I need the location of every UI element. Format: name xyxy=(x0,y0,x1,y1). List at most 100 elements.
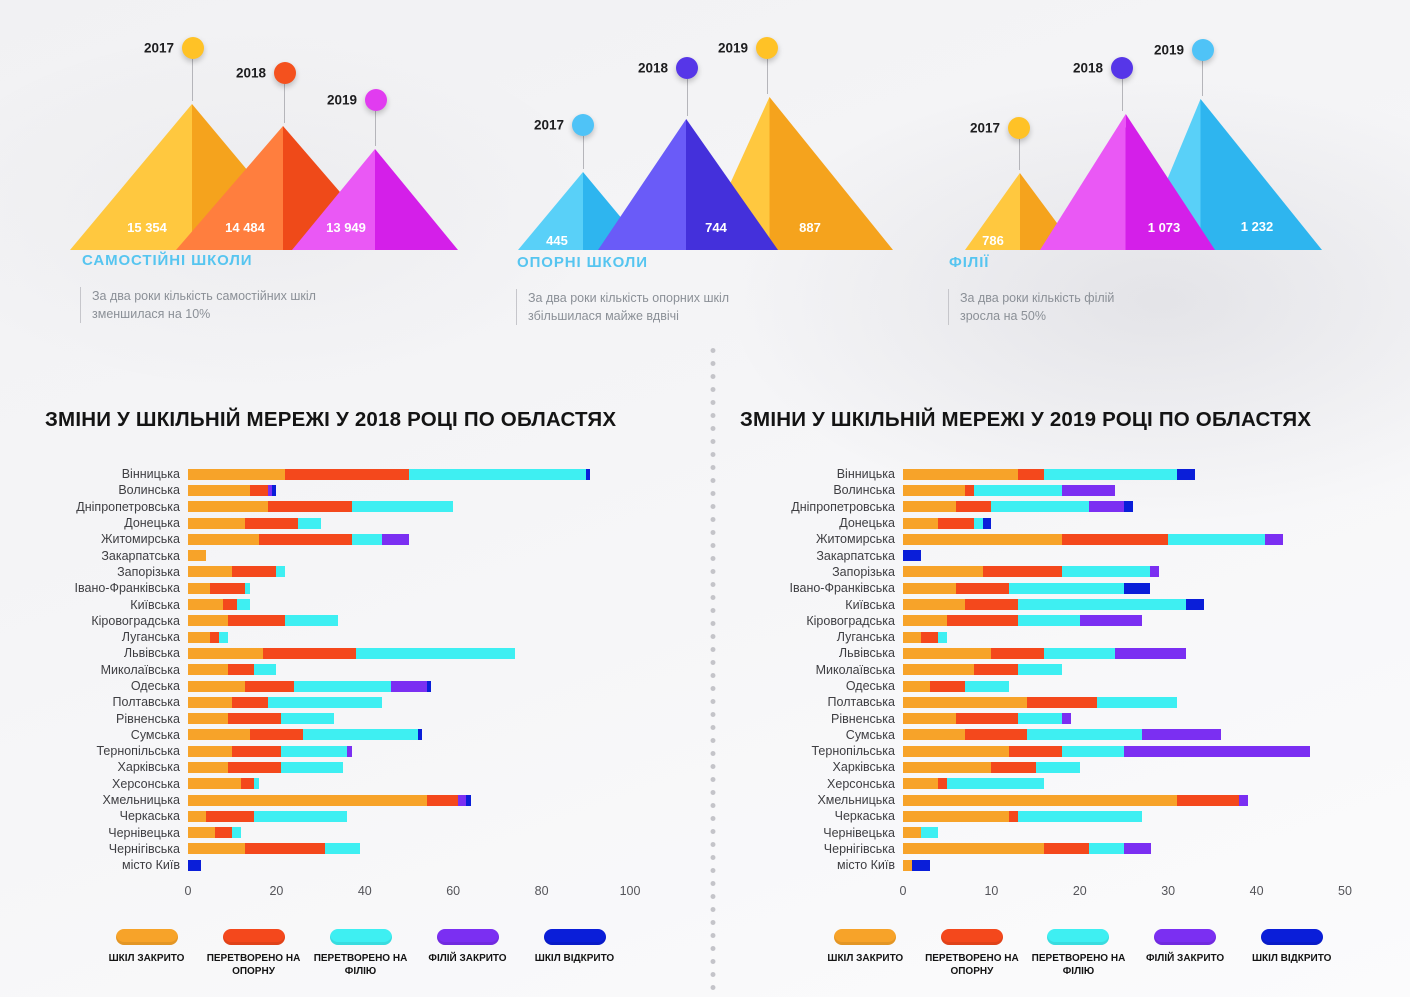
bar-row: Чернігівська xyxy=(45,841,630,857)
bar-track xyxy=(903,615,1345,627)
bar-track xyxy=(903,517,1345,529)
legend-item: ФІЛІЙ ЗАКРИТО xyxy=(414,929,521,978)
bar-row: Одеська xyxy=(45,678,630,694)
row-label: Черкаська xyxy=(119,809,180,824)
year-label: 2019 xyxy=(717,40,748,56)
row-label: Житомирська xyxy=(815,532,895,547)
bar-segment-branches-closed xyxy=(1238,794,1248,806)
legend-2019: ШКІЛ ЗАКРИТО ПЕРЕТВОРЕНО НА ОПОРНУ ПЕРЕТВО… xyxy=(812,929,1345,978)
peak-value: 744 xyxy=(705,220,727,235)
legend-item: ПЕРЕТВОРЕНО НА ОПОРНУ xyxy=(200,929,307,978)
bar-segment-schools-closed xyxy=(188,745,233,757)
bar-segment-converted-to-hub xyxy=(938,778,948,790)
bar-track xyxy=(188,761,630,773)
x-tick: 10 xyxy=(984,884,999,899)
bar-segment-converted-to-hub xyxy=(991,647,1045,659)
bar-track xyxy=(903,680,1345,692)
bar-segment-converted-to-branch xyxy=(1088,843,1124,855)
row-label: Дніпропетровська xyxy=(791,499,895,514)
row-label: Чернівецька xyxy=(823,825,895,840)
bar-segment-schools-closed xyxy=(188,647,264,659)
row-label: Миколаївська xyxy=(815,662,895,677)
bar-segment-schools-opened xyxy=(417,729,423,741)
bar-segment-schools-closed xyxy=(188,778,242,790)
row-label: Луганська xyxy=(121,630,180,645)
bar-row: Донецька xyxy=(740,515,1345,531)
bar-row: Івано-Франківська xyxy=(740,580,1345,596)
bar-segment-converted-to-hub xyxy=(956,713,1018,725)
bar-track xyxy=(903,859,1345,871)
bar-segment-converted-to-branch xyxy=(991,501,1089,513)
bar-rows-2019: Вінницька Волинська Дніпропетровська Донець… xyxy=(740,466,1345,873)
bar-segment-converted-to-branch xyxy=(1097,696,1178,708)
bar-segment-converted-to-hub xyxy=(947,615,1018,627)
bar-track xyxy=(903,810,1345,822)
row-label: Запорізька xyxy=(832,564,895,579)
bar-segment-converted-to-branch xyxy=(280,761,343,773)
marker-line xyxy=(1122,79,1123,111)
legend-label: ПЕРЕТВОРЕНО НА ФІЛІЮ xyxy=(1031,953,1126,978)
bar-track xyxy=(903,631,1345,643)
bar-segment-converted-to-branch xyxy=(254,810,348,822)
bar-track xyxy=(188,533,630,545)
bar-row: Запорізька xyxy=(45,564,630,580)
row-label: Харківська xyxy=(832,760,895,775)
bar-segment-converted-to-hub xyxy=(285,468,409,480)
section-caption-independent: За два роки кількість самостійних шкіл з… xyxy=(80,287,382,324)
peak-value: 15 354 xyxy=(127,220,167,235)
row-label: Львівська xyxy=(123,646,180,661)
bar-segment-schools-closed xyxy=(903,484,965,496)
bar-row: Хмельницька xyxy=(45,792,630,808)
vertical-dotted-divider xyxy=(710,344,716,992)
bar-segment-converted-to-branch xyxy=(280,745,348,757)
bar-segment-branches-closed xyxy=(1088,501,1124,513)
bar-segment-schools-closed xyxy=(903,517,939,529)
bar-segment-schools-closed xyxy=(903,566,983,578)
bar-segment-schools-closed xyxy=(903,468,1018,480)
bar-row: Сумська xyxy=(740,727,1345,743)
caption-line: зросла на 50% xyxy=(960,309,1046,324)
legend-swatch xyxy=(222,929,285,946)
bar-row: Одеська xyxy=(740,678,1345,694)
row-label: Луганська xyxy=(836,630,895,645)
bar-track xyxy=(903,484,1345,496)
bar-segment-branches-closed xyxy=(1115,647,1186,659)
legend-swatch xyxy=(834,929,897,946)
year-label: 2019 xyxy=(1153,42,1184,58)
bar-segment-converted-to-hub xyxy=(227,761,281,773)
row-label: Вінницька xyxy=(121,467,180,482)
bar-segment-schools-closed xyxy=(903,615,948,627)
bar-segment-schools-closed xyxy=(903,745,1010,757)
bar-row: Чернівецька xyxy=(45,825,630,841)
bar-track xyxy=(903,778,1345,790)
bar-segment-branches-closed xyxy=(1150,566,1160,578)
bar-segment-schools-closed xyxy=(188,761,228,773)
year-marker-2018: 2018 xyxy=(638,57,698,79)
row-label: Волинська xyxy=(118,483,180,498)
bar-segment-schools-opened xyxy=(982,517,992,529)
legend-swatch xyxy=(329,929,392,946)
row-label: Київська xyxy=(130,597,180,612)
legend-2018: ШКІЛ ЗАКРИТО ПЕРЕТВОРЕНО НА ОПОРНУ ПЕРЕТВО… xyxy=(93,929,630,978)
bar-segment-converted-to-hub xyxy=(214,827,233,839)
year-dot xyxy=(274,62,296,84)
bar-row: Чернігівська xyxy=(740,841,1345,857)
row-label: Івано-Франківська xyxy=(74,581,180,596)
legend-label: ПЕРЕТВОРЕНО НА ФІЛІЮ xyxy=(313,953,408,978)
row-label: Херсонська xyxy=(112,776,180,791)
bar-row: Тернопільська xyxy=(45,743,630,759)
bar-row: Луганська xyxy=(740,629,1345,645)
row-label: Хмельницька xyxy=(817,793,895,808)
bar-segment-branches-closed xyxy=(347,745,352,757)
caption-line: За два роки кількість опорних шкіл xyxy=(528,291,730,305)
bar-segment-converted-to-hub xyxy=(1044,843,1089,855)
peak-value: 786 xyxy=(982,233,1004,248)
bar-segment-schools-opened xyxy=(426,680,432,692)
bar-row: місто Київ xyxy=(45,857,630,873)
caption-line: За два роки кількість самостійних шкіл xyxy=(92,289,316,303)
bar-segment-schools-closed xyxy=(188,599,224,611)
bar-segment-converted-to-hub xyxy=(232,696,268,708)
bar-segment-schools-closed xyxy=(188,550,206,562)
bar-segment-converted-to-hub xyxy=(232,745,281,757)
bar-track xyxy=(188,647,630,659)
